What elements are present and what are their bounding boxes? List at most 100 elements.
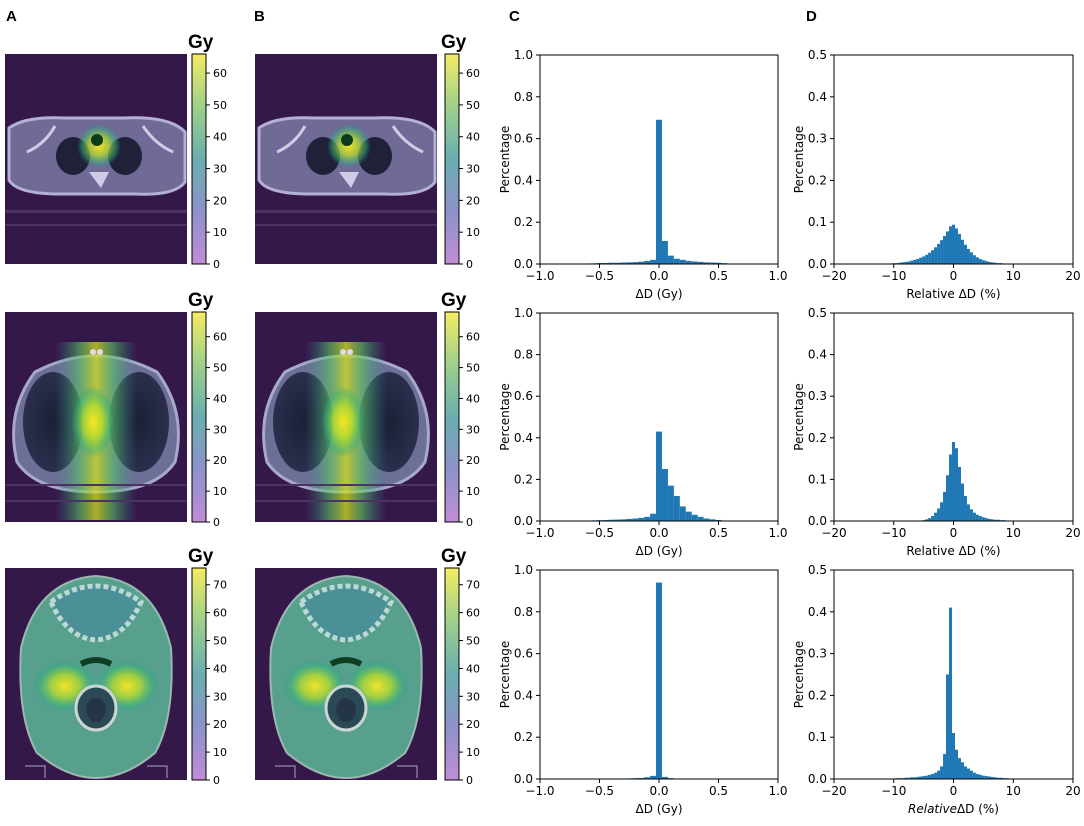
histogram-bar bbox=[679, 259, 686, 264]
x-tick-label: 1.0 bbox=[768, 784, 787, 798]
ct-image-a-row2 bbox=[3, 310, 189, 524]
y-tick-label: 0.2 bbox=[808, 688, 827, 702]
colorbar-tick-label: 60 bbox=[213, 331, 227, 344]
histogram-bar bbox=[978, 258, 982, 264]
histogram-bar bbox=[904, 261, 908, 264]
x-tick-label: −1.0 bbox=[525, 526, 554, 540]
x-tick-label: 1.0 bbox=[768, 269, 787, 283]
y-tick-label: 0.6 bbox=[514, 389, 533, 403]
ct-image-b-row2 bbox=[253, 310, 439, 524]
x-tick-label: 0.0 bbox=[649, 784, 668, 798]
y-tick-label: 0.8 bbox=[514, 90, 533, 104]
x-tick-label: −0.5 bbox=[585, 269, 614, 283]
y-axis-label: Percentage bbox=[792, 641, 806, 709]
histogram-bar bbox=[972, 512, 976, 521]
histogram-bar bbox=[925, 775, 929, 779]
histogram-bar bbox=[685, 260, 692, 264]
y-tick-label: 1.0 bbox=[514, 48, 533, 62]
colorbar-tick-label: 10 bbox=[213, 226, 227, 239]
histogram-d-row3: −20 −10 0 10 20 0.0 0.1 0.2 0.3 0.4 0.5 RelativeΔD … bbox=[792, 563, 1081, 816]
y-tick-label: 0.5 bbox=[808, 48, 827, 62]
colorbar-a-row3: Gy 0 10 20 30 40 50 60 70 bbox=[188, 546, 227, 787]
colorbars: Gy 0 10 20 30 40 50 60 Gy 0 10 20 30 40 50 60 Gy 0 10 20 30 4… bbox=[188, 32, 480, 787]
histogram-bar bbox=[993, 262, 997, 264]
colorbar-unit-label: Gy bbox=[188, 32, 214, 53]
histogram-bar bbox=[960, 483, 964, 521]
histogram-bar bbox=[907, 261, 911, 264]
colorbar-tick-label: 60 bbox=[466, 607, 480, 620]
x-tick-label: 20 bbox=[1065, 784, 1080, 798]
y-tick-label: 0.2 bbox=[514, 730, 533, 744]
histogram-bar bbox=[981, 775, 985, 779]
histogram-bar bbox=[957, 466, 961, 521]
histogram-bar bbox=[949, 454, 953, 521]
colorbar-tick-label: 10 bbox=[213, 485, 227, 498]
colorbar-tick-label: 40 bbox=[213, 662, 227, 675]
panel-label-a: A bbox=[6, 8, 17, 25]
histogram-bar bbox=[984, 261, 988, 264]
x-tick-label: 0 bbox=[950, 526, 958, 540]
y-tick-label: 0.0 bbox=[808, 257, 827, 271]
histogram-bar bbox=[987, 261, 991, 264]
histogram-bar bbox=[919, 257, 923, 264]
histogram-bar bbox=[898, 262, 902, 264]
histogram-bar bbox=[644, 777, 651, 779]
histogram-bar bbox=[656, 431, 662, 521]
histogram-c-row3: −1.0 −0.5 0.0 0.5 1.0 0.0 0.2 0.4 0.6 0.8 1.0 ΔD (G… bbox=[498, 563, 788, 816]
histogram-charts: −1.0 −0.5 0.0 0.5 1.0 0.0 0.2 0.4 0.6 0.8 1.0 ΔD (G… bbox=[498, 48, 1081, 816]
colorbar-b-row2: Gy 0 10 20 30 40 50 60 bbox=[441, 290, 480, 529]
colorbar-tick-label: 0 bbox=[466, 774, 473, 787]
y-tick-label: 0.6 bbox=[514, 647, 533, 661]
histogram-bar bbox=[957, 233, 961, 264]
histogram-bar bbox=[940, 766, 944, 779]
histogram-bar bbox=[913, 777, 917, 779]
y-tick-label: 0.1 bbox=[808, 472, 827, 486]
histogram-bar bbox=[972, 255, 976, 264]
histogram-bar bbox=[934, 772, 938, 779]
y-tick-label: 0.0 bbox=[514, 257, 533, 271]
histogram-bar bbox=[966, 248, 970, 264]
y-tick-label: 0.2 bbox=[808, 431, 827, 445]
histogram-bar bbox=[954, 448, 958, 521]
histogram-bar bbox=[620, 519, 627, 521]
colorbar-gradient bbox=[444, 311, 460, 523]
histogram-bar bbox=[960, 239, 964, 264]
histogram-bar bbox=[963, 496, 967, 521]
histogram-bar bbox=[925, 254, 929, 264]
histogram-bar bbox=[715, 262, 722, 264]
x-tick-label: 0.0 bbox=[649, 269, 668, 283]
colorbar-a-row2: Gy 0 10 20 30 40 50 60 bbox=[188, 290, 227, 529]
histogram-bar bbox=[650, 513, 657, 521]
y-tick-label: 0.2 bbox=[808, 173, 827, 187]
histogram-bar bbox=[969, 509, 973, 521]
histogram-bar bbox=[703, 518, 710, 521]
colorbar-tick-label: 10 bbox=[466, 226, 480, 239]
histogram-bar bbox=[614, 519, 621, 521]
histogram-bar bbox=[969, 770, 973, 779]
colorbar-tick-label: 70 bbox=[466, 579, 480, 592]
histogram-bar bbox=[697, 261, 704, 264]
y-tick-label: 0.0 bbox=[808, 514, 827, 528]
colorbar-tick-label: 70 bbox=[213, 579, 227, 592]
histogram-bar bbox=[954, 228, 958, 264]
histogram-bar bbox=[638, 777, 645, 779]
colorbar-tick-label: 50 bbox=[466, 99, 480, 112]
histogram-bar bbox=[954, 749, 958, 779]
histogram-bar bbox=[978, 516, 982, 521]
colorbar-tick-label: 20 bbox=[213, 454, 227, 467]
histogram-bar bbox=[984, 518, 988, 521]
y-tick-label: 0.3 bbox=[808, 132, 827, 146]
histogram-bar bbox=[709, 519, 716, 521]
y-tick-label: 0.4 bbox=[808, 605, 827, 619]
x-axis-label: Relative ΔD (%) bbox=[906, 544, 1000, 558]
histogram-bar bbox=[922, 776, 926, 779]
colorbar-gradient bbox=[444, 567, 460, 781]
x-tick-label: 0.5 bbox=[709, 269, 728, 283]
histogram-bar bbox=[981, 260, 985, 264]
histogram-bar bbox=[993, 777, 997, 779]
x-tick-label: 20 bbox=[1065, 269, 1080, 283]
colorbar-tick-label: 60 bbox=[466, 331, 480, 344]
histogram-bar bbox=[984, 776, 988, 779]
y-tick-label: 0.0 bbox=[514, 514, 533, 528]
